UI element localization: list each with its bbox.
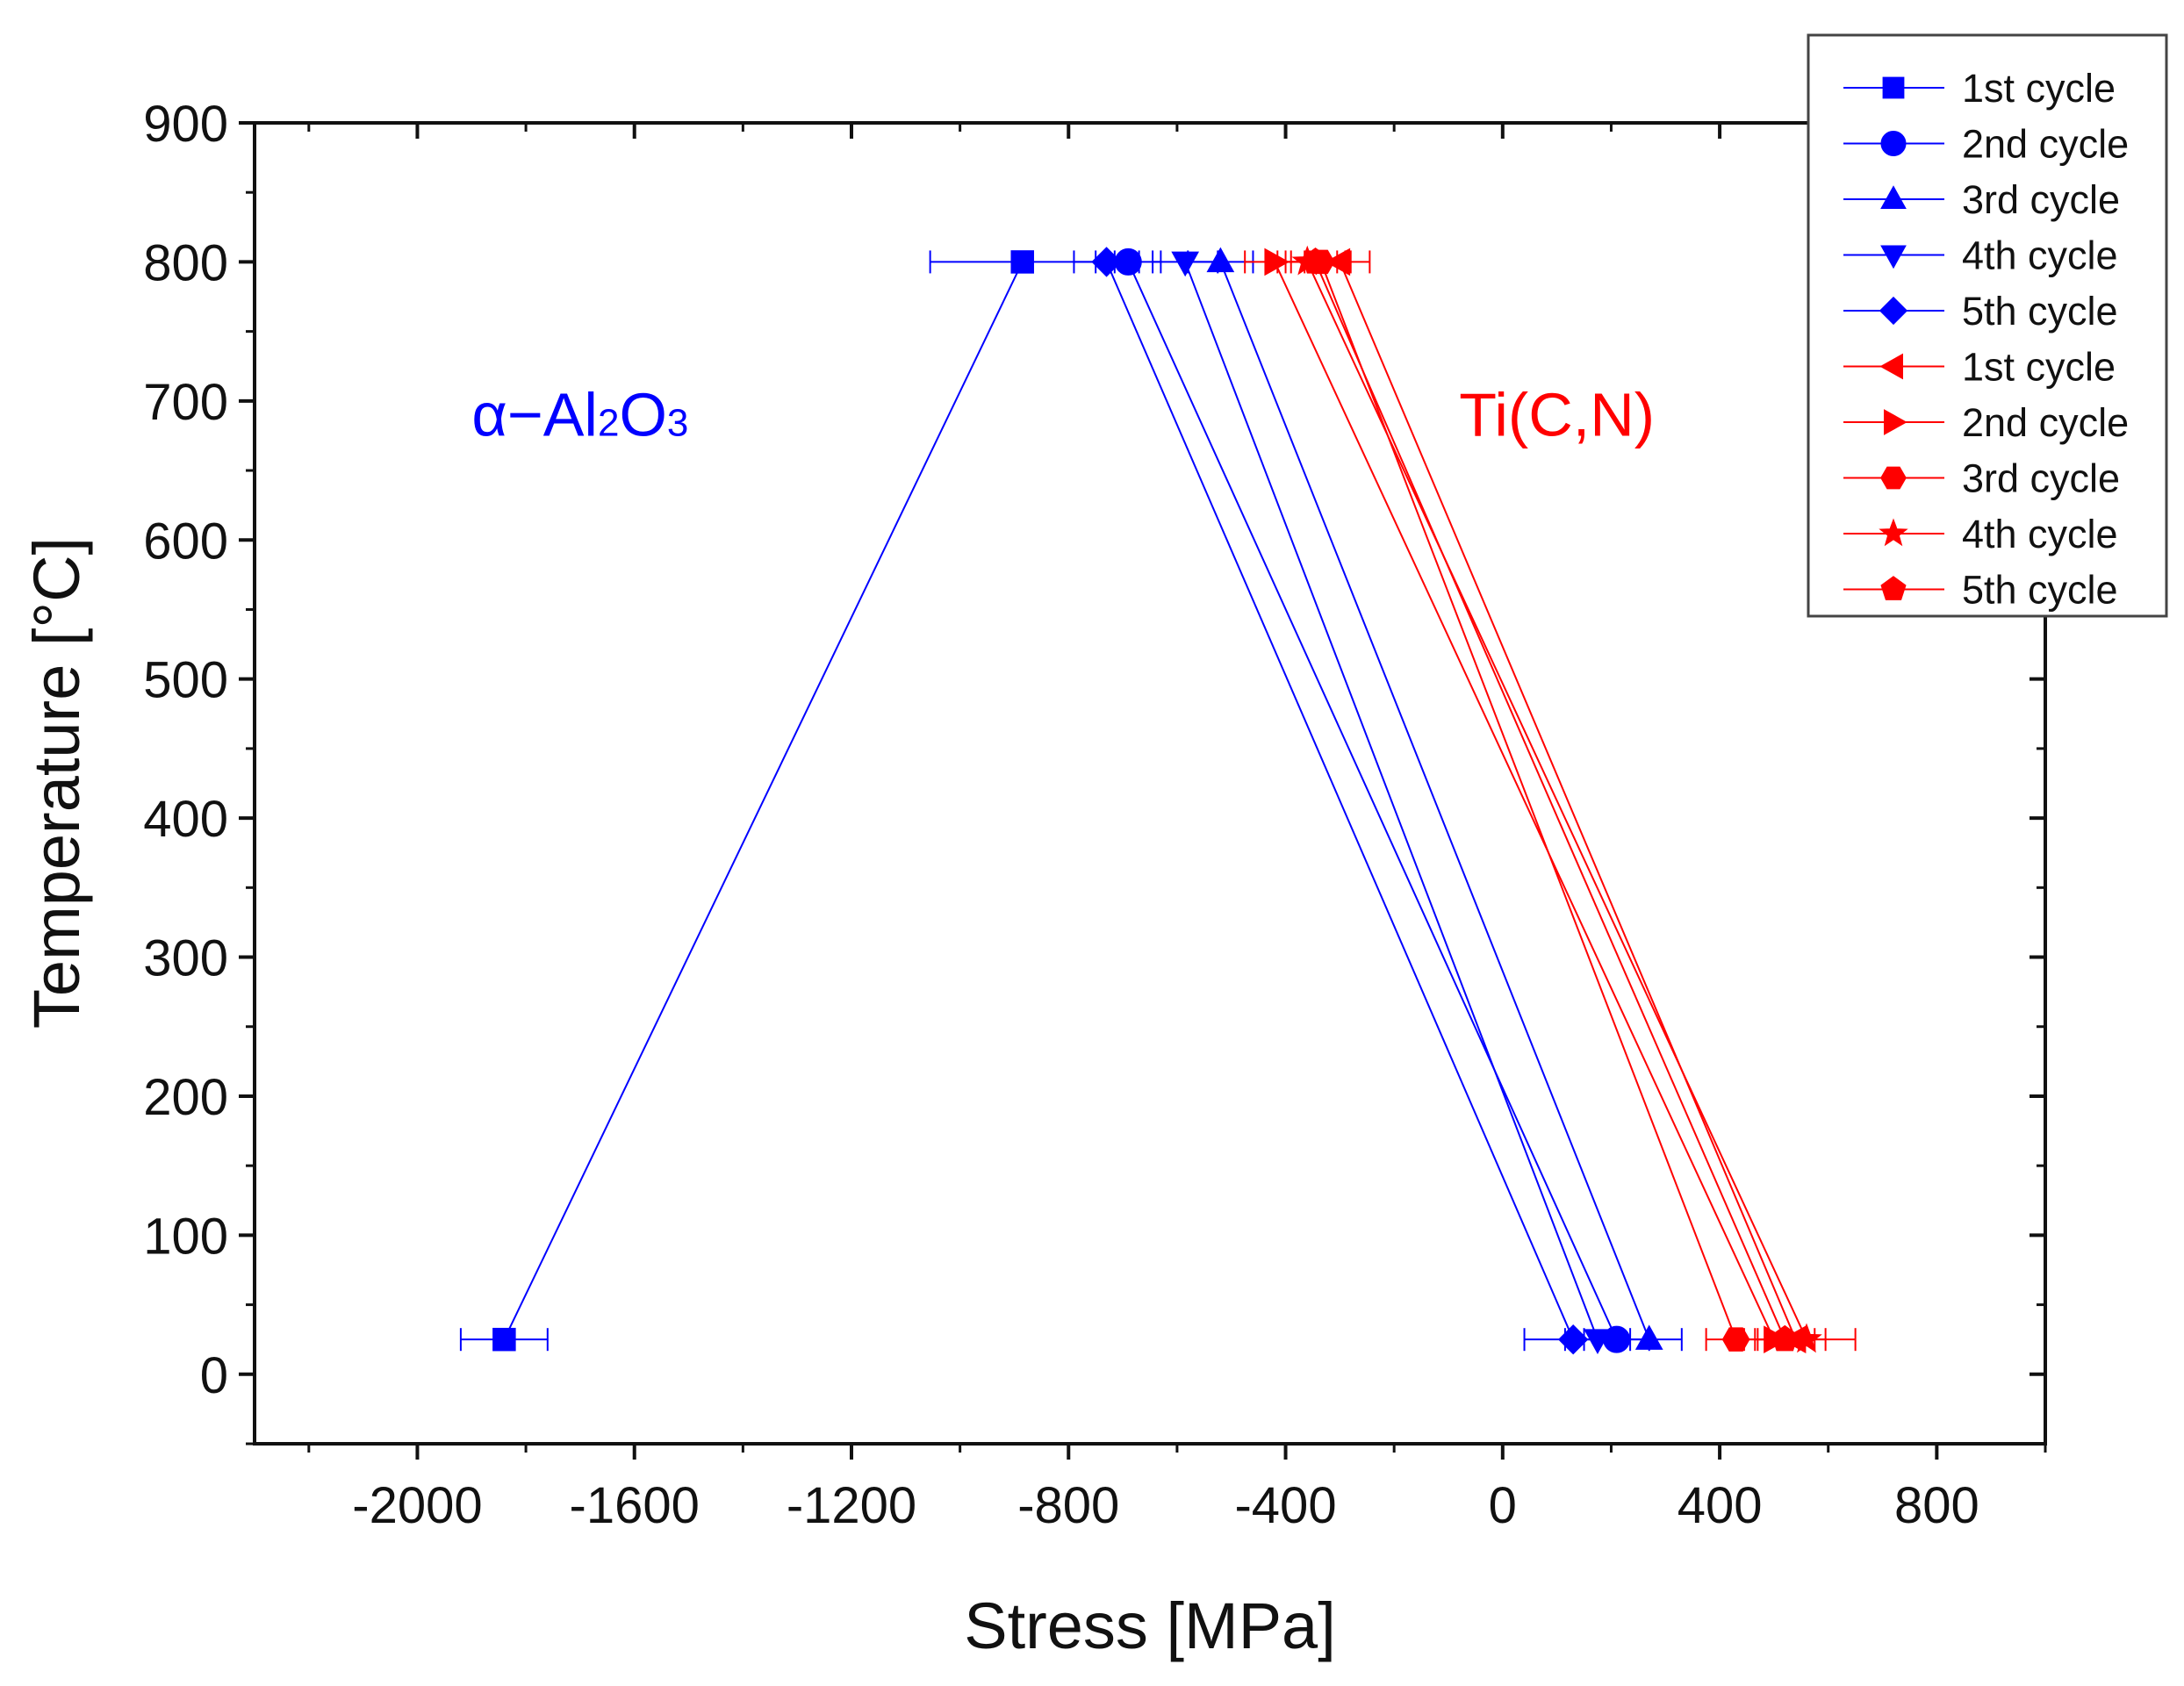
legend-entry: 4th cycle xyxy=(1843,512,2118,556)
legend-marker xyxy=(1879,353,1903,380)
axis-ticks: -2000 -1600 -1200 -800 -400 0 400 800 0 100 200 300… xyxy=(143,96,2047,1534)
y-tick-label: 100 xyxy=(143,1208,228,1265)
y-tick-label: 0 xyxy=(200,1347,228,1404)
legend-label: 1st cycle xyxy=(1962,66,2116,111)
data-point xyxy=(1557,1324,1589,1355)
annotation-al2o3-sub: 2 xyxy=(598,401,619,444)
x-tick-label: -1200 xyxy=(787,1477,916,1534)
legend-label: 3rd cycle xyxy=(1962,456,2120,501)
data-series xyxy=(459,245,1857,1355)
annotation-ticn: Ti(C,N) xyxy=(1459,380,1655,448)
legend-box xyxy=(1807,33,2168,618)
x-tick-label: -2000 xyxy=(352,1477,482,1534)
data-point xyxy=(1010,250,1034,274)
y-tick-label: 800 xyxy=(143,234,228,291)
x-tick-label: 0 xyxy=(1489,1477,1517,1534)
legend-marker xyxy=(1879,296,1908,326)
x-tick-label: 400 xyxy=(1678,1477,1763,1534)
series-line xyxy=(503,261,1024,1340)
legend-entry: 2nd cycle xyxy=(1843,400,2129,445)
annotation-al2o3: α−Al2O3 xyxy=(471,380,688,448)
legend-entry: 4th cycle xyxy=(1843,233,2118,278)
series-line xyxy=(1219,262,1650,1340)
data-point xyxy=(1301,248,1330,274)
legend-marker xyxy=(1880,185,1907,209)
x-tick-label: -400 xyxy=(1234,1477,1336,1534)
legend-marker xyxy=(1882,76,1905,99)
legend-entry: 3rd cycle xyxy=(1843,456,2120,501)
legend-entry: 3rd cycle xyxy=(1843,177,2120,222)
series-10 xyxy=(1284,248,1816,1352)
legend-marker xyxy=(1880,131,1907,156)
data-point xyxy=(1091,247,1122,277)
legend-entry: 5th cycle xyxy=(1843,568,2118,613)
annotation-al2o3-sub: 3 xyxy=(667,401,688,444)
data-point xyxy=(1206,247,1235,273)
legend-label: 5th cycle xyxy=(1962,568,2118,613)
legend-label: 5th cycle xyxy=(1962,289,2118,334)
series-4 xyxy=(1152,250,1632,1354)
data-point xyxy=(492,1327,516,1352)
legend-label: 2nd cycle xyxy=(1962,122,2129,167)
data-point xyxy=(1584,1329,1612,1354)
y-tick-label: 400 xyxy=(143,791,228,848)
annotation-al2o3-part: α−Al xyxy=(471,380,598,448)
legend-label: 3rd cycle xyxy=(1962,177,2120,222)
legend-marker xyxy=(1880,466,1907,490)
x-axis-title: Stress [MPa] xyxy=(964,1589,1336,1662)
series-line xyxy=(1127,262,1618,1340)
legend: 1st cycle 2nd cycle 3rd cycle 4th cycle 5th … xyxy=(1807,33,2168,618)
legend-entry: 5th cycle xyxy=(1843,289,2118,334)
data-point xyxy=(1771,1324,1799,1352)
x-tick-label: -800 xyxy=(1017,1477,1119,1534)
y-tick-label: 300 xyxy=(143,930,228,987)
legend-label: 4th cycle xyxy=(1962,512,2118,556)
legend-marker xyxy=(1884,409,1907,435)
legend-entry: 1st cycle xyxy=(1843,66,2116,111)
series-2 xyxy=(1095,248,1650,1353)
legend-entry: 1st cycle xyxy=(1843,345,2116,390)
legend-entry: 2nd cycle xyxy=(1843,122,2129,167)
data-point xyxy=(1634,1324,1663,1350)
data-point xyxy=(1171,251,1200,277)
series-line xyxy=(1339,262,1797,1340)
y-tick-label: 200 xyxy=(143,1069,228,1126)
legend-label: 4th cycle xyxy=(1962,233,2118,278)
series-line xyxy=(1274,262,1775,1340)
y-tick-label: 600 xyxy=(143,513,228,570)
plot-frame xyxy=(253,121,2047,1446)
legend-label: 1st cycle xyxy=(1962,345,2116,390)
legend-marker xyxy=(1880,576,1907,600)
y-axis-title: Temperature [°C] xyxy=(20,537,93,1029)
data-point xyxy=(1721,1327,1750,1352)
series-line xyxy=(1306,262,1807,1340)
series-3 xyxy=(1187,247,1683,1352)
y-tick-label: 900 xyxy=(143,96,228,153)
y-tick-label: 500 xyxy=(143,652,228,709)
series-line xyxy=(1184,262,1598,1340)
x-tick-label: -1600 xyxy=(570,1477,700,1534)
legend-label: 2nd cycle xyxy=(1962,400,2129,445)
series-line xyxy=(1314,262,1786,1340)
x-tick-label: 800 xyxy=(1894,1477,1979,1534)
series-5 xyxy=(1073,247,1623,1355)
legend-marker xyxy=(1879,518,1908,547)
series-line xyxy=(1105,262,1575,1340)
annotation-al2o3-part: O xyxy=(619,380,666,448)
y-tick-label: 700 xyxy=(143,374,228,431)
legend-marker xyxy=(1880,245,1907,269)
